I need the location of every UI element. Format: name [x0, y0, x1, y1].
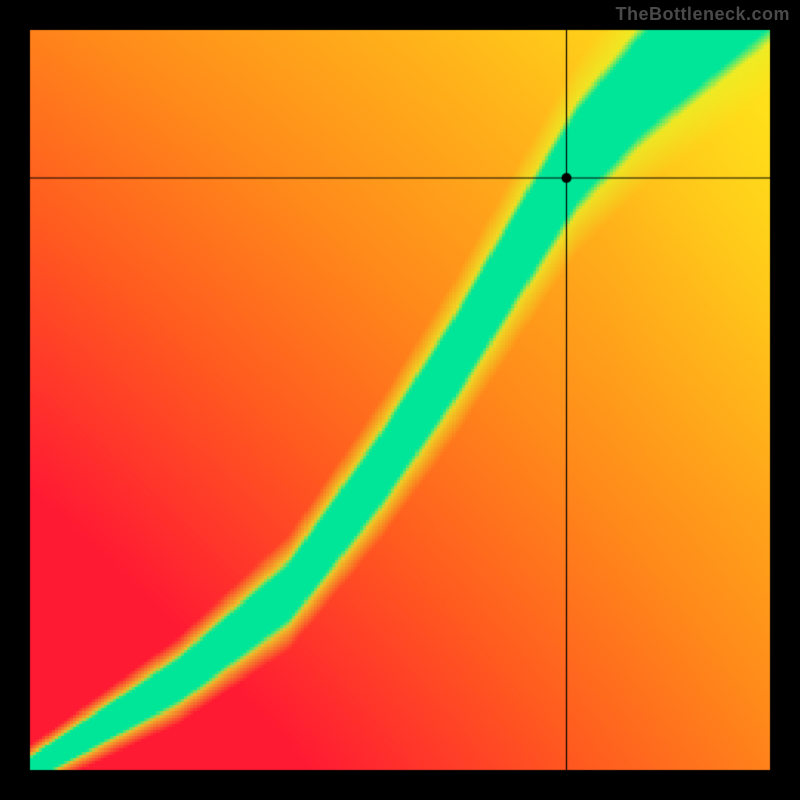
attribution-text: TheBottleneck.com — [615, 4, 790, 25]
